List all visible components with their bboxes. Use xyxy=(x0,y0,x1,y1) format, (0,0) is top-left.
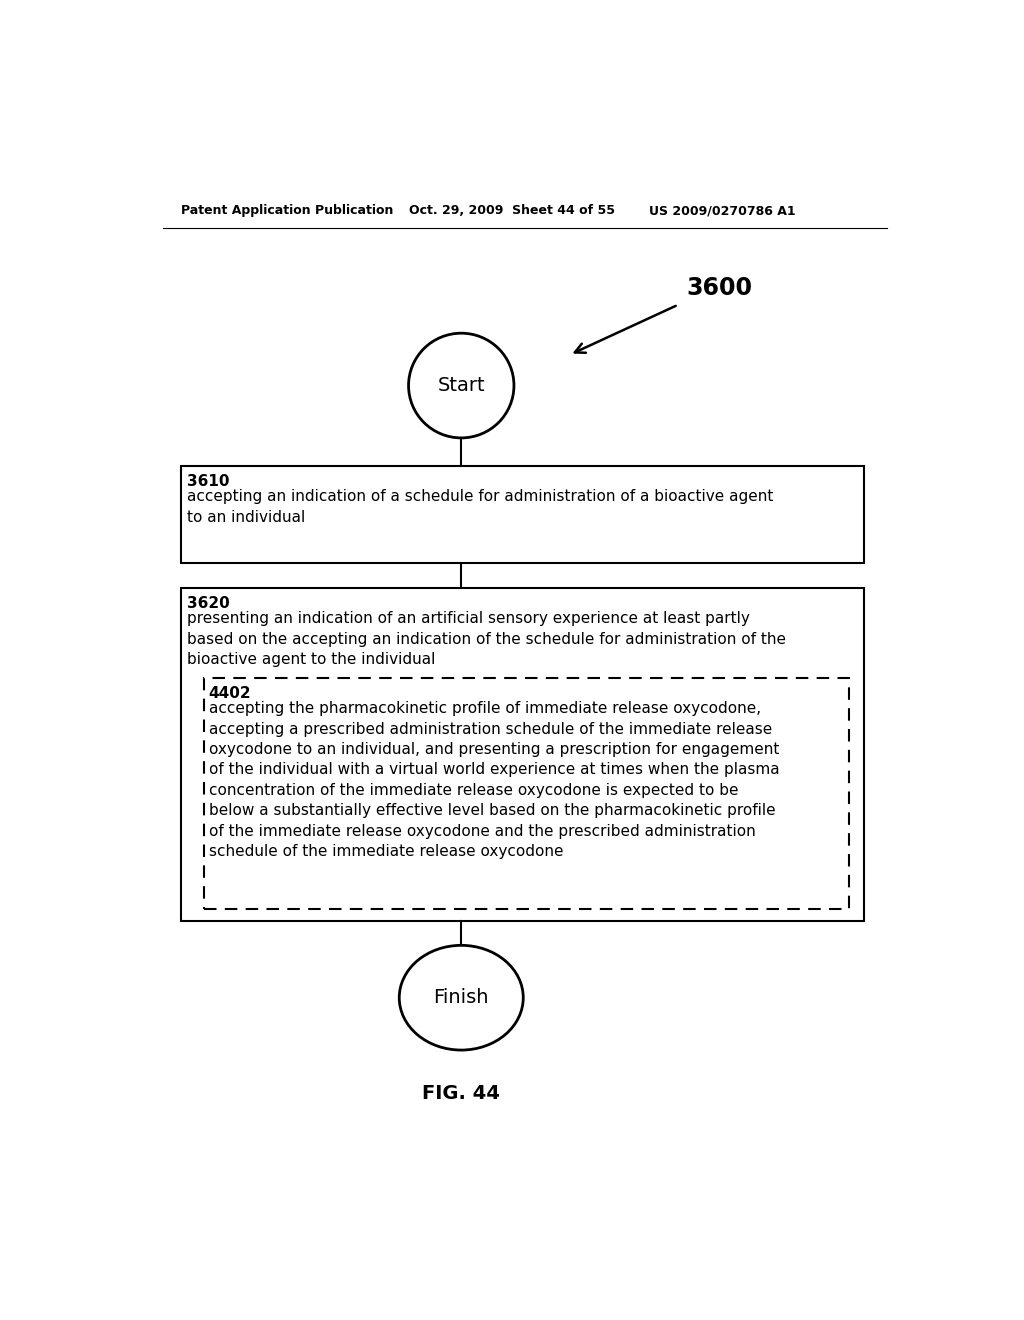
Text: 3620: 3620 xyxy=(187,595,229,611)
Text: 3610: 3610 xyxy=(187,474,229,490)
Text: 3600: 3600 xyxy=(686,276,752,300)
Text: Start: Start xyxy=(437,376,485,395)
Text: presenting an indication of an artificial sensory experience at least partly
bas: presenting an indication of an artificia… xyxy=(187,611,785,667)
Text: accepting an indication of a schedule for administration of a bioactive agent
to: accepting an indication of a schedule fo… xyxy=(187,490,773,525)
Text: FIG. 44: FIG. 44 xyxy=(422,1085,500,1104)
Bar xyxy=(204,678,849,909)
Text: 4402: 4402 xyxy=(209,686,251,701)
Text: Finish: Finish xyxy=(433,989,489,1007)
Text: US 2009/0270786 A1: US 2009/0270786 A1 xyxy=(649,205,796,218)
Bar xyxy=(180,589,864,921)
Text: accepting the pharmacokinetic profile of immediate release oxycodone,
accepting : accepting the pharmacokinetic profile of… xyxy=(209,701,779,859)
Text: Oct. 29, 2009  Sheet 44 of 55: Oct. 29, 2009 Sheet 44 of 55 xyxy=(409,205,614,218)
Text: Patent Application Publication: Patent Application Publication xyxy=(180,205,393,218)
Bar xyxy=(180,466,864,562)
